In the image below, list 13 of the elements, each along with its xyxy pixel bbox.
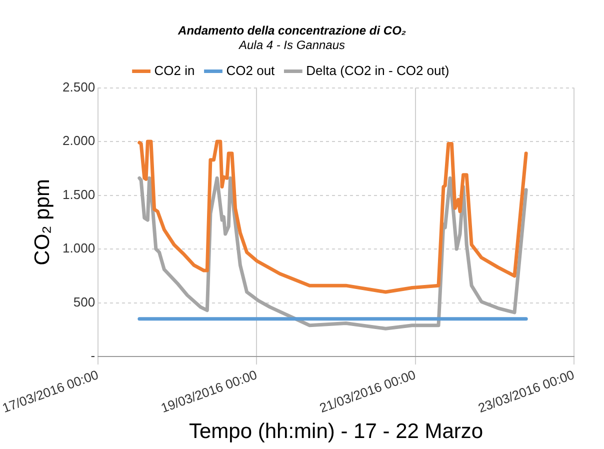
y-axis-title: CO₂ ppm bbox=[30, 178, 54, 266]
x-axis-title: Tempo (hh:min) - 17 - 22 Marzo bbox=[188, 420, 484, 444]
chart-title: Andamento della concentrazione di CO₂ bbox=[177, 24, 406, 38]
y-tick-label: 2.000 bbox=[62, 133, 96, 148]
legend-label: Delta (CO2 in - CO2 out) bbox=[306, 62, 450, 78]
y-tick-label: 2.500 bbox=[62, 79, 96, 94]
legend-label: CO2 in bbox=[154, 62, 195, 78]
y-tick-label: 1.500 bbox=[62, 186, 96, 202]
y-tick-label: 500 bbox=[73, 294, 96, 310]
chart-subtitle: Aula 4 - Is Gannaus bbox=[238, 38, 346, 52]
legend-label: CO2 out bbox=[226, 62, 276, 78]
y-tick-label: - bbox=[90, 348, 96, 364]
y-tick-label: 1.000 bbox=[62, 240, 96, 256]
